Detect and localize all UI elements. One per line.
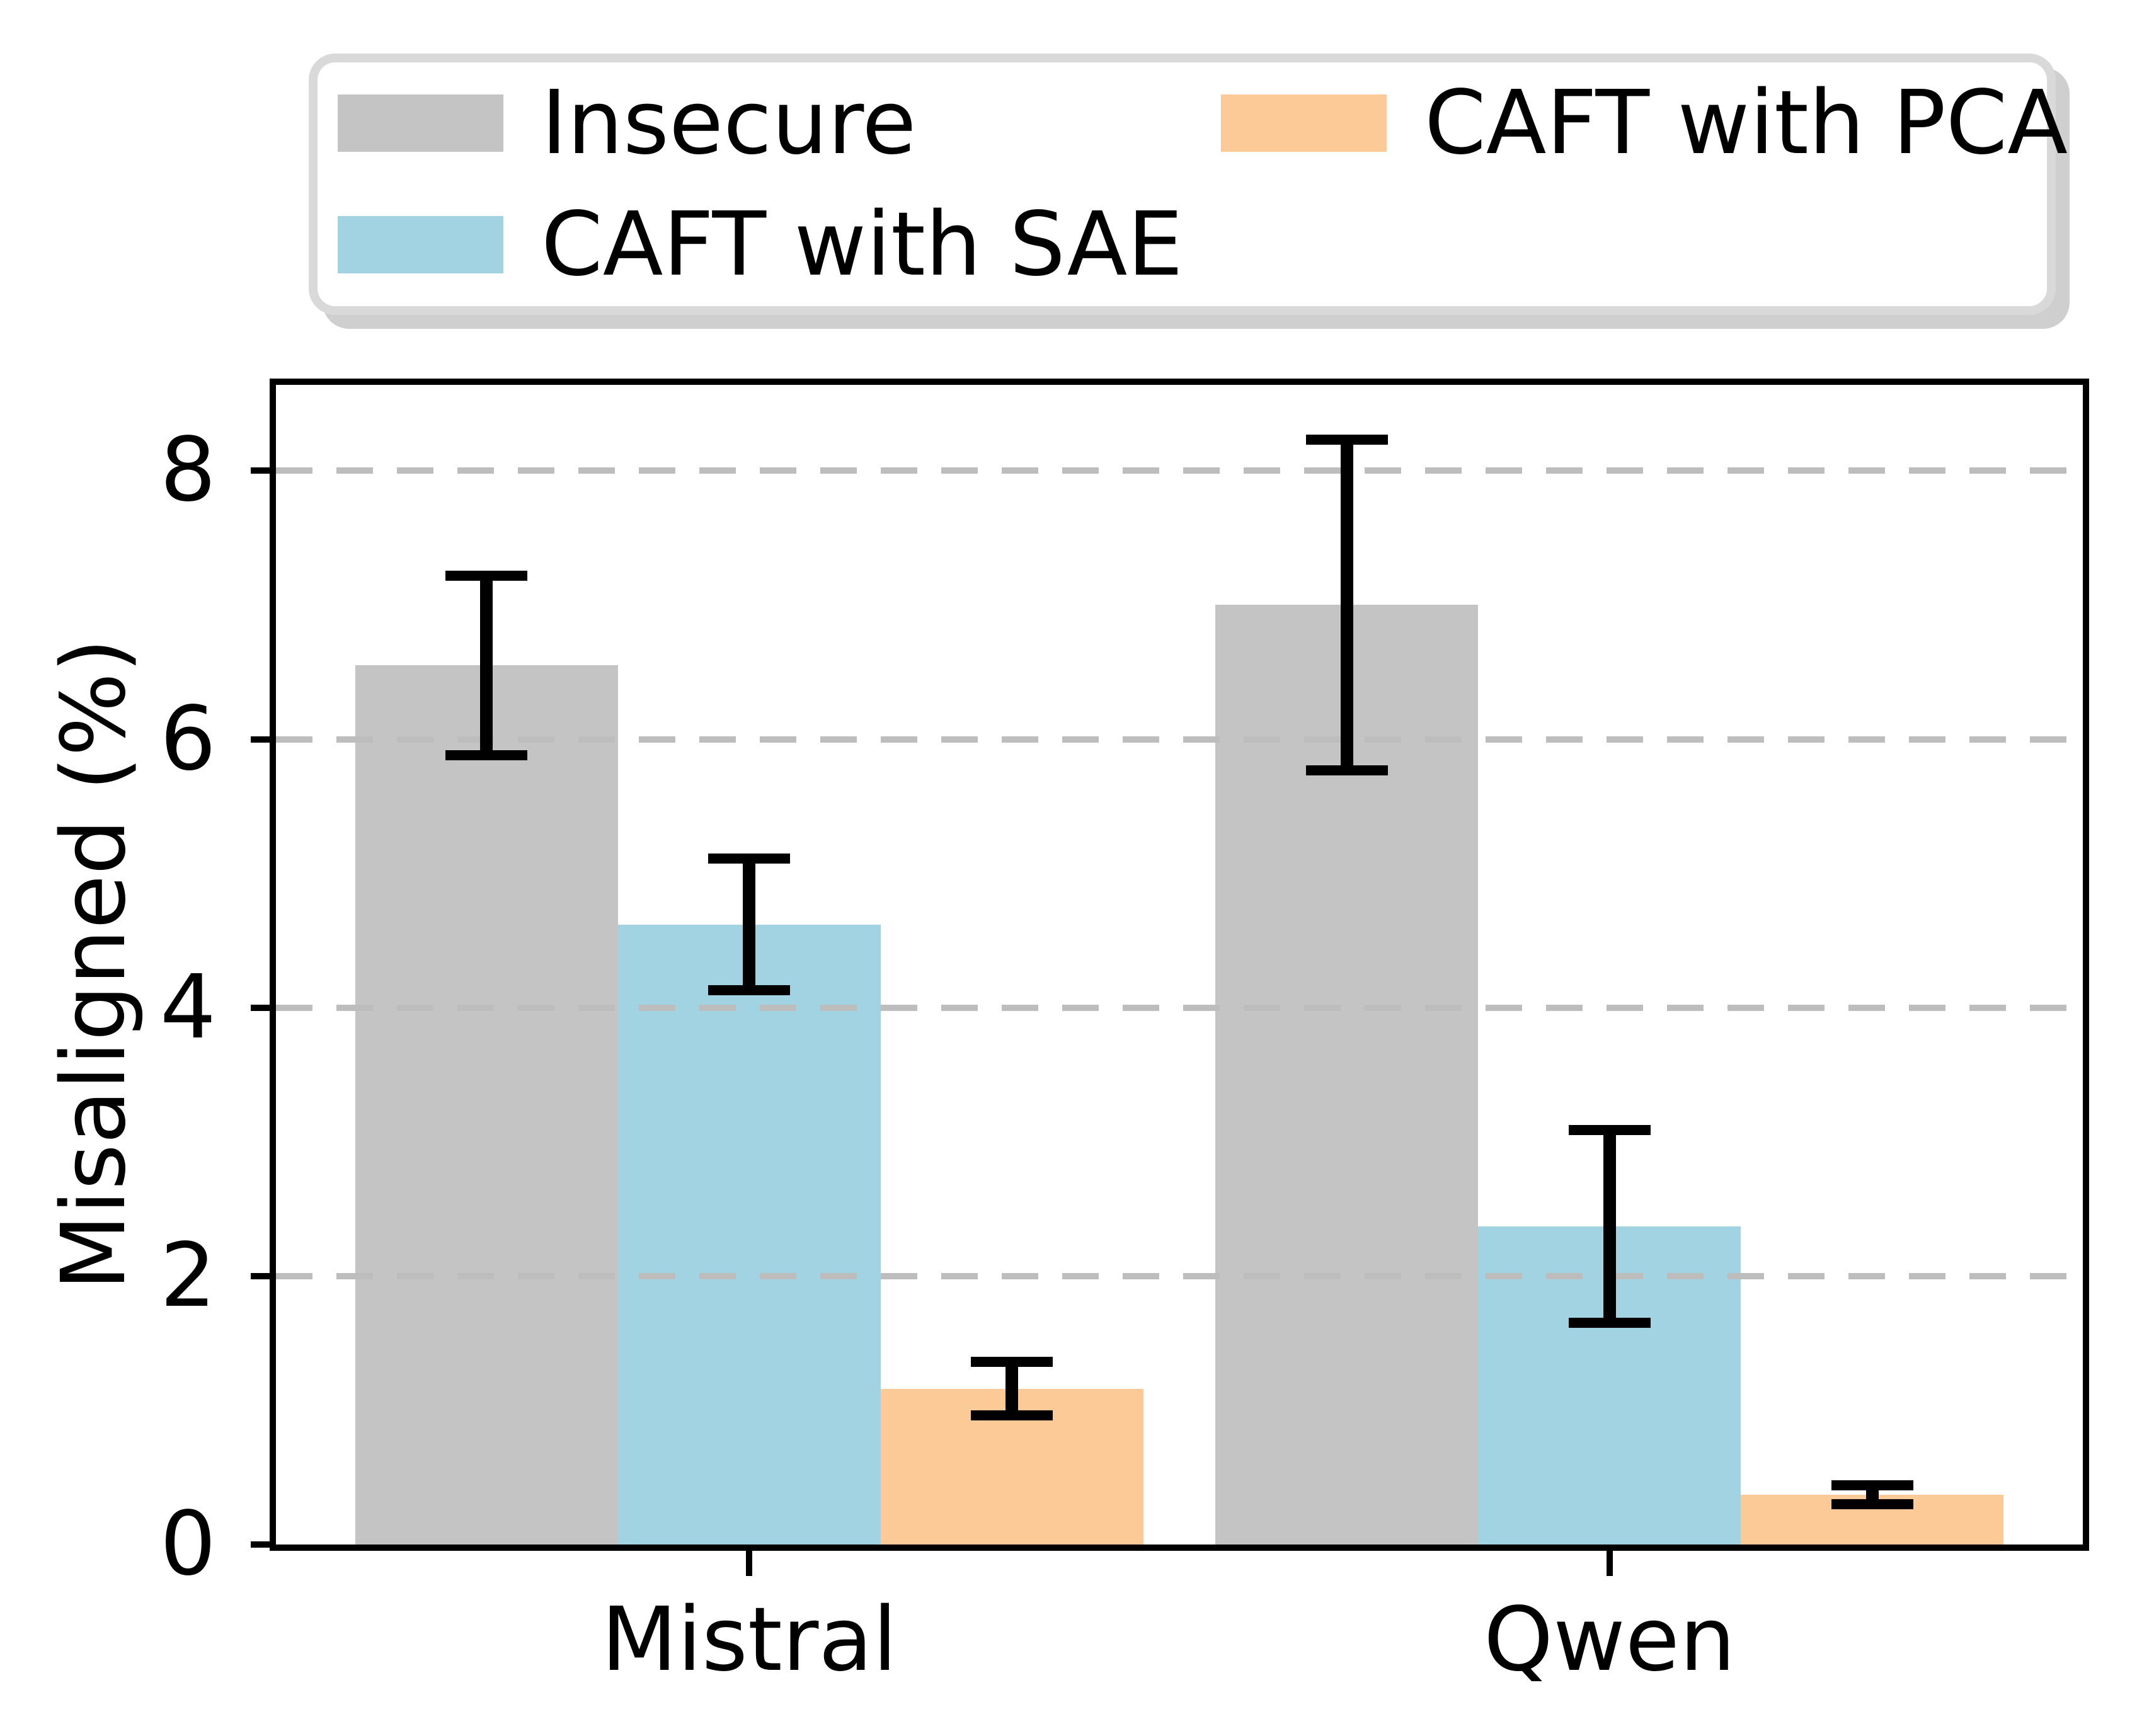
legend-item-insecure: Insecure [338, 79, 1183, 167]
plot-area [270, 379, 2089, 1551]
legend-swatch-caft-sae [338, 216, 503, 273]
error-cap-top [445, 570, 528, 581]
legend-swatch-insecure [338, 94, 503, 152]
x-tick-label-qwen: Qwen [1484, 1589, 1736, 1691]
error-bar-insecure-qwen [1305, 435, 1388, 775]
error-cap-bottom [1568, 1318, 1651, 1328]
y-tick-0 [251, 1541, 276, 1548]
error-cap-bottom [1305, 765, 1388, 775]
error-cap-bottom [708, 985, 791, 995]
legend-item-caft-sae: CAFT with SAE [338, 200, 1183, 288]
error-cap-top [708, 854, 791, 864]
y-tick-label-4: 4 [159, 956, 216, 1059]
error-cap-top [971, 1357, 1053, 1368]
legend-box: Insecure CAFT with SAE CAFT with PCA [309, 54, 2068, 315]
legend-label-caft-sae: CAFT with SAE [541, 193, 1183, 296]
legend-label-insecure: Insecure [541, 71, 917, 174]
bar-insecure-mistral [355, 665, 618, 1545]
gridline-y-2 [276, 1272, 2083, 1279]
error-cap-bottom [445, 750, 528, 761]
y-tick-label-0: 0 [159, 1493, 216, 1596]
y-tick-label-2: 2 [159, 1224, 216, 1327]
error-cap-top [1831, 1480, 1913, 1491]
y-tick-6 [251, 736, 276, 743]
error-bar-insecure-mistral [445, 570, 528, 761]
y-tick-4 [251, 1004, 276, 1011]
x-tick-label-mistral: Mistral [601, 1589, 898, 1691]
error-line [480, 575, 493, 756]
error-line [1603, 1129, 1616, 1323]
error-cap-top [1568, 1124, 1651, 1135]
gridline-y-8 [276, 467, 2083, 474]
error-cap-top [1305, 435, 1388, 445]
y-tick-2 [251, 1272, 276, 1279]
y-tick-label-8: 8 [159, 419, 216, 522]
error-bar-caft-with-sae-mistral [708, 854, 791, 995]
error-cap-bottom [971, 1410, 1053, 1421]
legend-column-2: CAFT with PCA [1221, 79, 2068, 167]
error-line [743, 859, 756, 990]
gridline-y-6 [276, 736, 2083, 743]
y-tick-8 [251, 467, 276, 474]
legend-column-1: Insecure CAFT with SAE [338, 79, 1183, 288]
error-bar-caft-with-pca-qwen [1831, 1480, 1913, 1510]
error-cap-bottom [1831, 1499, 1913, 1510]
gridline-y-4 [276, 1004, 2083, 1011]
legend-swatch-caft-pca [1221, 94, 1387, 152]
error-bar-caft-with-pca-mistral [971, 1357, 1053, 1421]
error-line [1340, 440, 1353, 770]
x-tick-qwen [1606, 1551, 1613, 1576]
bar-caft-with-sae-mistral [617, 924, 881, 1545]
error-bar-caft-with-sae-qwen [1568, 1124, 1651, 1328]
x-tick-mistral [746, 1551, 753, 1576]
error-line [1005, 1362, 1019, 1416]
legend-item-caft-pca: CAFT with PCA [1221, 79, 2068, 167]
legend-label-caft-pca: CAFT with PCA [1424, 71, 2068, 174]
y-tick-label-6: 6 [159, 687, 216, 791]
